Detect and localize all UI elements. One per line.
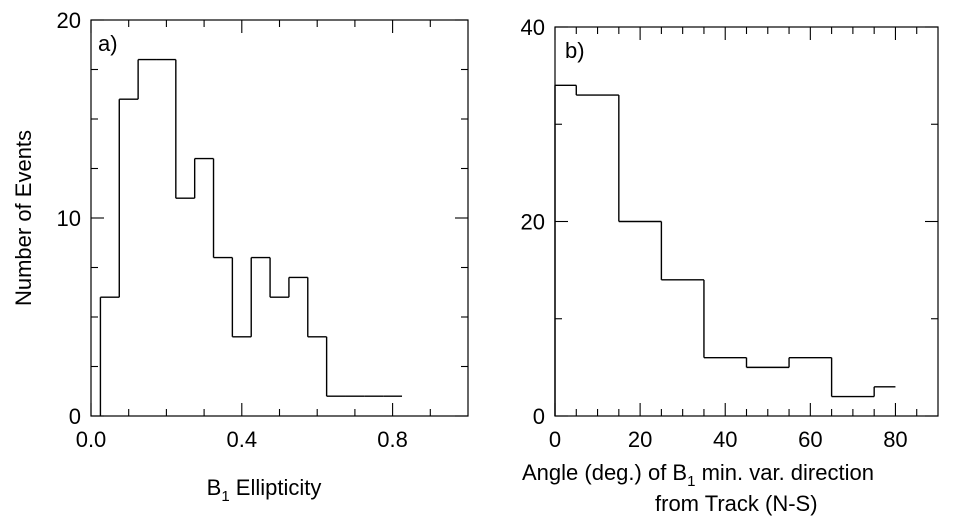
a-y-tick-label: 20 (57, 8, 81, 33)
a-y-tick-label: 10 (57, 206, 81, 231)
panel-a-x-title-sub: 1 (221, 488, 229, 505)
panel-a-x-axis-title: B1 Ellipticity (207, 475, 322, 505)
panel-b-x-axis-title-line2: from Track (N-S) (655, 491, 818, 516)
panel-b-tick-labels: 0 20 40 60 80 0 20 40 (521, 15, 908, 452)
panel-a-histogram (99, 58, 403, 416)
a-x-tick-label: 0.0 (76, 427, 107, 452)
panel-a-x-title-rest: Ellipticity (230, 475, 322, 500)
b-y-tick-label: 20 (521, 210, 545, 235)
b-x-tick-label: 40 (713, 427, 737, 452)
panel-b-angle-histogram: 0 20 40 60 80 0 20 40 b) Angle (deg.) of B1 min… (521, 15, 939, 516)
panel-a-tag: a) (98, 31, 118, 56)
panel-a-x-title-b: B (207, 475, 222, 500)
b-x-tick-label: 20 (628, 427, 652, 452)
a-x-tick-label: 0.4 (227, 427, 258, 452)
panel-b-x-title-post: min. var. direction (695, 460, 874, 485)
panel-a-ticks (90, 19, 468, 417)
panel-b-x-title-sub: 1 (687, 473, 695, 490)
b-x-tick-label: 0 (549, 427, 561, 452)
b-y-tick-label: 0 (533, 404, 545, 429)
a-y-tick-label: 0 (69, 404, 81, 429)
panel-a-ellipticity-histogram: 0.0 0.4 0.8 0 10 20 a) Number of Events B1 El… (11, 8, 469, 505)
panel-b-histogram (554, 84, 896, 416)
b-y-tick-label: 40 (521, 15, 545, 40)
a-x-tick-label: 0.8 (377, 427, 408, 452)
b-x-tick-label: 80 (883, 427, 907, 452)
panel-a-y-axis-title: Number of Events (11, 130, 36, 306)
panel-b-x-title-pre: Angle (deg.) of B (522, 460, 687, 485)
b-x-tick-label: 60 (798, 427, 822, 452)
panel-b-x-axis-title-line1: Angle (deg.) of B1 min. var. direction (522, 460, 874, 490)
panel-a-tick-labels: 0.0 0.4 0.8 0 10 20 (57, 8, 408, 452)
panel-b-tag: b) (565, 38, 585, 63)
panel-a-plot-frame (90, 19, 469, 417)
